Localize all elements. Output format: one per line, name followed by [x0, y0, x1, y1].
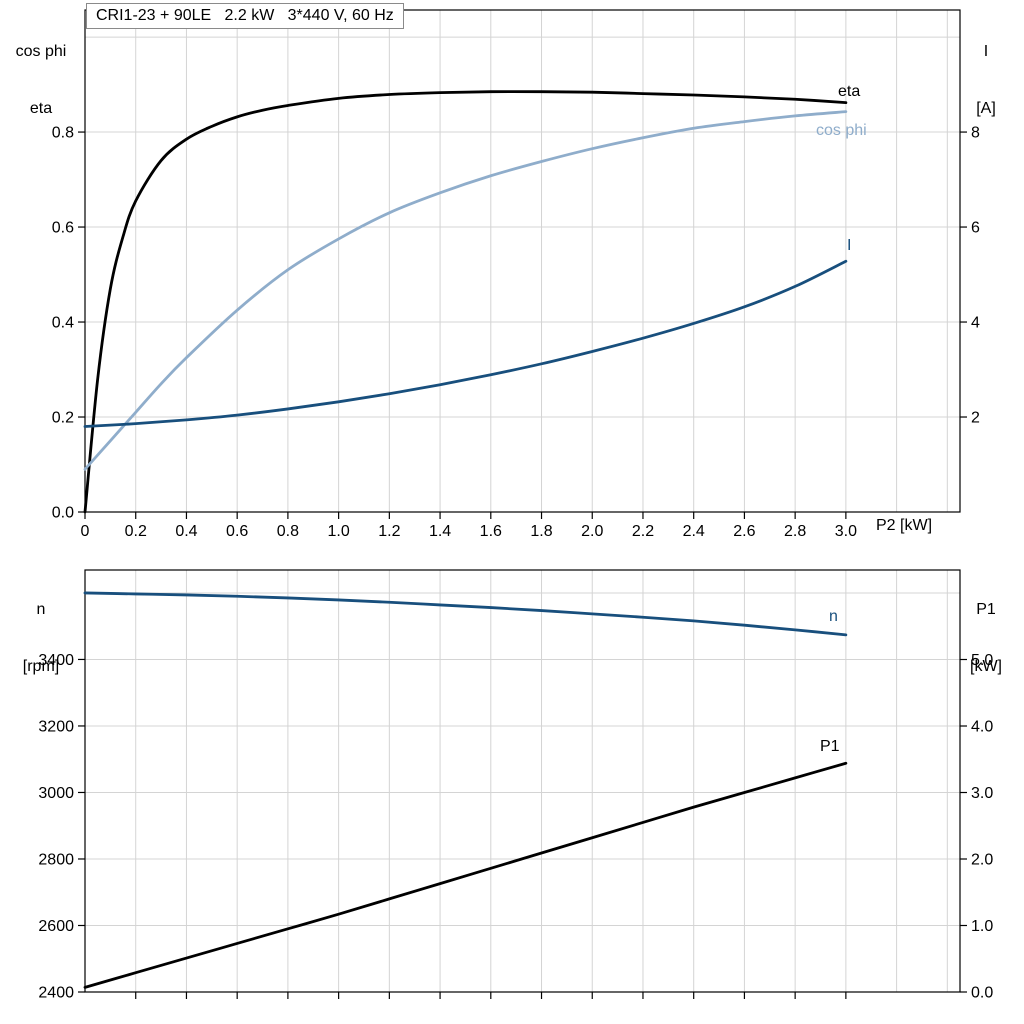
x-tick-label: 1.2: [378, 523, 400, 540]
x-tick-label: 1.4: [429, 523, 451, 540]
n-curve: [83, 591, 848, 637]
current-axis-label: I: [983, 43, 989, 60]
left-tick-label: 3000: [38, 785, 74, 802]
left-tick-label: 2400: [38, 985, 74, 1002]
top-left-axis-label: cos phi eta: [4, 4, 78, 156]
x-tick-label: 1.8: [530, 523, 552, 540]
x-tick-label: 2.4: [683, 523, 705, 540]
x-tick-label: 0.2: [125, 523, 147, 540]
right-tick-label: 2.0: [971, 852, 993, 869]
right-tick-label: 1.0: [971, 918, 993, 935]
cos-phi-axis-label: cos phi: [15, 43, 67, 60]
power-curve-label: P1: [820, 738, 840, 755]
left-tick-label: 2800: [38, 851, 74, 868]
x-tick-label: 2.0: [581, 523, 603, 540]
left-tick-label: 2600: [38, 918, 74, 935]
right-tick-label: 8: [971, 125, 980, 142]
x-tick-label: 1.0: [327, 523, 349, 540]
eta-axis-label: eta: [29, 100, 53, 117]
left-tick-label: 0.2: [52, 410, 74, 427]
I-curve: [83, 259, 848, 428]
x-tick-label: 2.2: [632, 523, 654, 540]
x-tick-label: 0: [81, 523, 90, 540]
power-axis-unit: [kW]: [970, 658, 1002, 675]
right-tick-label: 4: [971, 315, 980, 332]
left-tick-label: 0.0: [52, 505, 74, 522]
speed-curve-label: n: [829, 608, 838, 625]
right-tick-label: 5.0: [971, 652, 993, 669]
power-axis-label: P1: [976, 601, 996, 618]
x-tick-label: 2.8: [784, 523, 806, 540]
left-tick-label: 0.8: [52, 125, 74, 142]
right-tick-label: 6: [971, 220, 980, 237]
right-tick-label: 2: [971, 410, 980, 427]
P1-curve: [83, 761, 848, 989]
current-curve-label: I: [847, 237, 852, 254]
x-tick-label: 0.8: [277, 523, 299, 540]
x-tick-label: 0.6: [226, 523, 248, 540]
eta-curve: [83, 90, 848, 514]
speed-axis-label: n: [36, 601, 46, 618]
x-tick-label: 1.6: [480, 523, 502, 540]
x-tick-label: 3.0: [835, 523, 857, 540]
current-axis-unit: [A]: [976, 100, 996, 117]
cos-phi-curve-label: cos phi: [816, 122, 867, 139]
bottom-left-axis-label: n [rpm]: [4, 562, 78, 714]
left-tick-label: 0.4: [52, 315, 74, 332]
plot-border: [84, 569, 961, 993]
cos-phi-curve: [83, 110, 848, 471]
left-tick-label: 3400: [38, 652, 74, 669]
plot-border: [84, 9, 961, 513]
eta-curve-label: eta: [838, 83, 861, 100]
right-tick-label: 0.0: [971, 985, 993, 1002]
bottom-right-axis-label: P1 [kW]: [954, 562, 1018, 714]
left-tick-label: 0.6: [52, 220, 74, 237]
x-tick-label: 2.6: [733, 523, 755, 540]
chart-title-box: CRI1-23 + 90LE 2.2 kW 3*440 V, 60 Hz: [86, 3, 404, 29]
right-tick-label: 3.0: [971, 785, 993, 802]
left-tick-label: 3200: [38, 718, 74, 735]
right-tick-label: 4.0: [971, 719, 993, 736]
top-right-axis-label: I [A]: [954, 4, 1018, 156]
x-axis-label: P2 [kW]: [876, 517, 933, 534]
x-tick-label: 0.4: [175, 523, 197, 540]
speed-axis-unit: [rpm]: [22, 658, 60, 675]
